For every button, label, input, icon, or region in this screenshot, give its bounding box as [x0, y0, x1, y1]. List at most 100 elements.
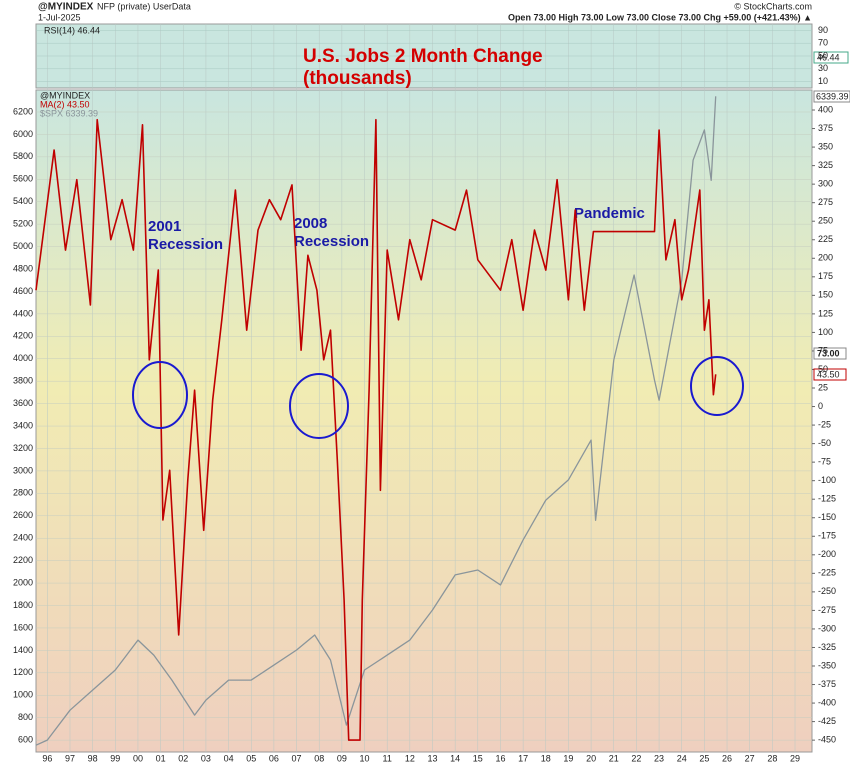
y-tick-label: 3200: [13, 443, 33, 453]
x-tick-label: 15: [473, 753, 483, 763]
x-tick-label: 06: [269, 753, 279, 763]
y2-tick-label: -100: [818, 475, 836, 485]
x-tick-label: 08: [314, 753, 324, 763]
y-tick-label: 3600: [13, 398, 33, 408]
y2-tick-label: -150: [818, 512, 836, 522]
y-tick-label: 2600: [13, 510, 33, 520]
y-tick-label: 1600: [13, 622, 33, 632]
rsi-tick-label: 50: [818, 50, 828, 60]
y-tick-label: 3800: [13, 376, 33, 386]
y2-tick-label: 225: [818, 234, 833, 244]
y-tick-label: 2800: [13, 488, 33, 498]
x-tick-label: 23: [654, 753, 664, 763]
y-tick-label: 4600: [13, 286, 33, 296]
y2-tick-label: -300: [818, 623, 836, 633]
rsi-tag-box: [813, 51, 849, 64]
y2-tick-label: 25: [818, 382, 828, 392]
quote: Open 73.00 High 73.00 Low 73.00 Close 73…: [508, 12, 812, 22]
y2-tick-label: -175: [818, 531, 836, 541]
y-tick-label: 2400: [13, 533, 33, 543]
annotation: Pandemic: [574, 205, 645, 222]
y-tick-label: 4800: [13, 263, 33, 273]
y2-tick-label: 175: [818, 271, 833, 281]
x-tick-label: 28: [767, 753, 777, 763]
x-tick-label: 11: [383, 753, 392, 763]
y-tick-label: 5000: [13, 241, 33, 251]
x-tick-label: 16: [495, 753, 505, 763]
ma-tag: 43.50: [817, 369, 840, 379]
rsi-tick-label: 30: [818, 63, 828, 73]
y-tick-label: 5800: [13, 151, 33, 161]
y-tick-label: 1800: [13, 600, 33, 610]
y2-tick-label: 0: [818, 401, 823, 411]
y2-tick-label: -375: [818, 679, 836, 689]
x-tick-label: 21: [609, 753, 619, 763]
rsi-tick-label: 70: [818, 38, 828, 48]
y-tick-label: 6200: [13, 106, 33, 116]
tag-box: [813, 90, 850, 103]
annotation: 2001: [148, 218, 181, 235]
y2-tick-label: 325: [818, 160, 833, 170]
y2-tick-label: 300: [818, 179, 833, 189]
x-tick-label: 10: [360, 753, 370, 763]
x-tick-label: 22: [631, 753, 641, 763]
series-line: [35, 118, 717, 741]
y-tick-label: 3000: [13, 465, 33, 475]
x-tick-label: 98: [88, 753, 98, 763]
x-tick-label: 99: [110, 753, 120, 763]
y2-tick-label: 125: [818, 308, 833, 318]
x-tick-label: 25: [699, 753, 709, 763]
y2-tick-label: -325: [818, 642, 836, 652]
y2-tick-label: -250: [818, 586, 836, 596]
legend-entry: $SPX 6339.39: [40, 108, 98, 118]
rsi-label: RSI(14) 46.44: [44, 25, 100, 35]
y2-tick-label: -400: [818, 697, 836, 707]
y-tick-label: 1200: [13, 667, 33, 677]
y2-tick-label: 350: [818, 141, 833, 151]
y2-tick-label: -200: [818, 549, 836, 559]
y2-tick-label: 200: [818, 253, 833, 263]
x-tick-label: 09: [337, 753, 347, 763]
y2-tick-label: -225: [818, 568, 836, 578]
x-tick-label: 05: [246, 753, 256, 763]
x-tick-label: 19: [563, 753, 573, 763]
x-tick-label: 12: [405, 753, 415, 763]
main-panel: [35, 89, 813, 753]
rsi-tag: 46.44: [817, 52, 840, 62]
y2-tick-label: -50: [818, 438, 831, 448]
y-tick-label: 2200: [13, 555, 33, 565]
y-tick-label: 3400: [13, 420, 33, 430]
y2-tick-label: -125: [818, 494, 836, 504]
y-tick-label: 2000: [13, 577, 33, 587]
x-tick-label: 27: [745, 753, 755, 763]
x-tick-label: 01: [156, 753, 166, 763]
series-line: [35, 96, 717, 746]
tag-box: [813, 368, 847, 381]
annotation: Recession: [294, 233, 369, 250]
legend-entry: MA(2) 43.50: [40, 99, 90, 109]
spx-tag: 6339.39: [816, 91, 849, 101]
y2-tick-label: 150: [818, 290, 833, 300]
date: 1-Jul-2025: [38, 12, 81, 22]
y2-tick-label: 250: [818, 216, 833, 226]
y-tick-label: 5200: [13, 219, 33, 229]
y2-tick-label: 100: [818, 327, 833, 337]
y-tick-label: 4200: [13, 331, 33, 341]
x-tick-label: 07: [292, 753, 302, 763]
y-tick-label: 5400: [13, 196, 33, 206]
x-tick-label: 00: [133, 753, 143, 763]
x-tick-label: 97: [65, 753, 75, 763]
highlight-circle: [132, 361, 188, 429]
y2-tick-label: 275: [818, 197, 833, 207]
description: NFP (private) UserData: [97, 1, 191, 11]
x-tick-label: 03: [201, 753, 211, 763]
y2-tick-label: 375: [818, 123, 833, 133]
y2-tick-label: -75: [818, 457, 831, 467]
y-tick-label: 1400: [13, 645, 33, 655]
legend-title: @MYINDEX: [40, 90, 90, 100]
close-tag: 73.00: [817, 348, 840, 358]
y-tick-label: 800: [18, 712, 33, 722]
y2-tick-label: -450: [818, 735, 836, 745]
x-tick-label: 02: [178, 753, 188, 763]
